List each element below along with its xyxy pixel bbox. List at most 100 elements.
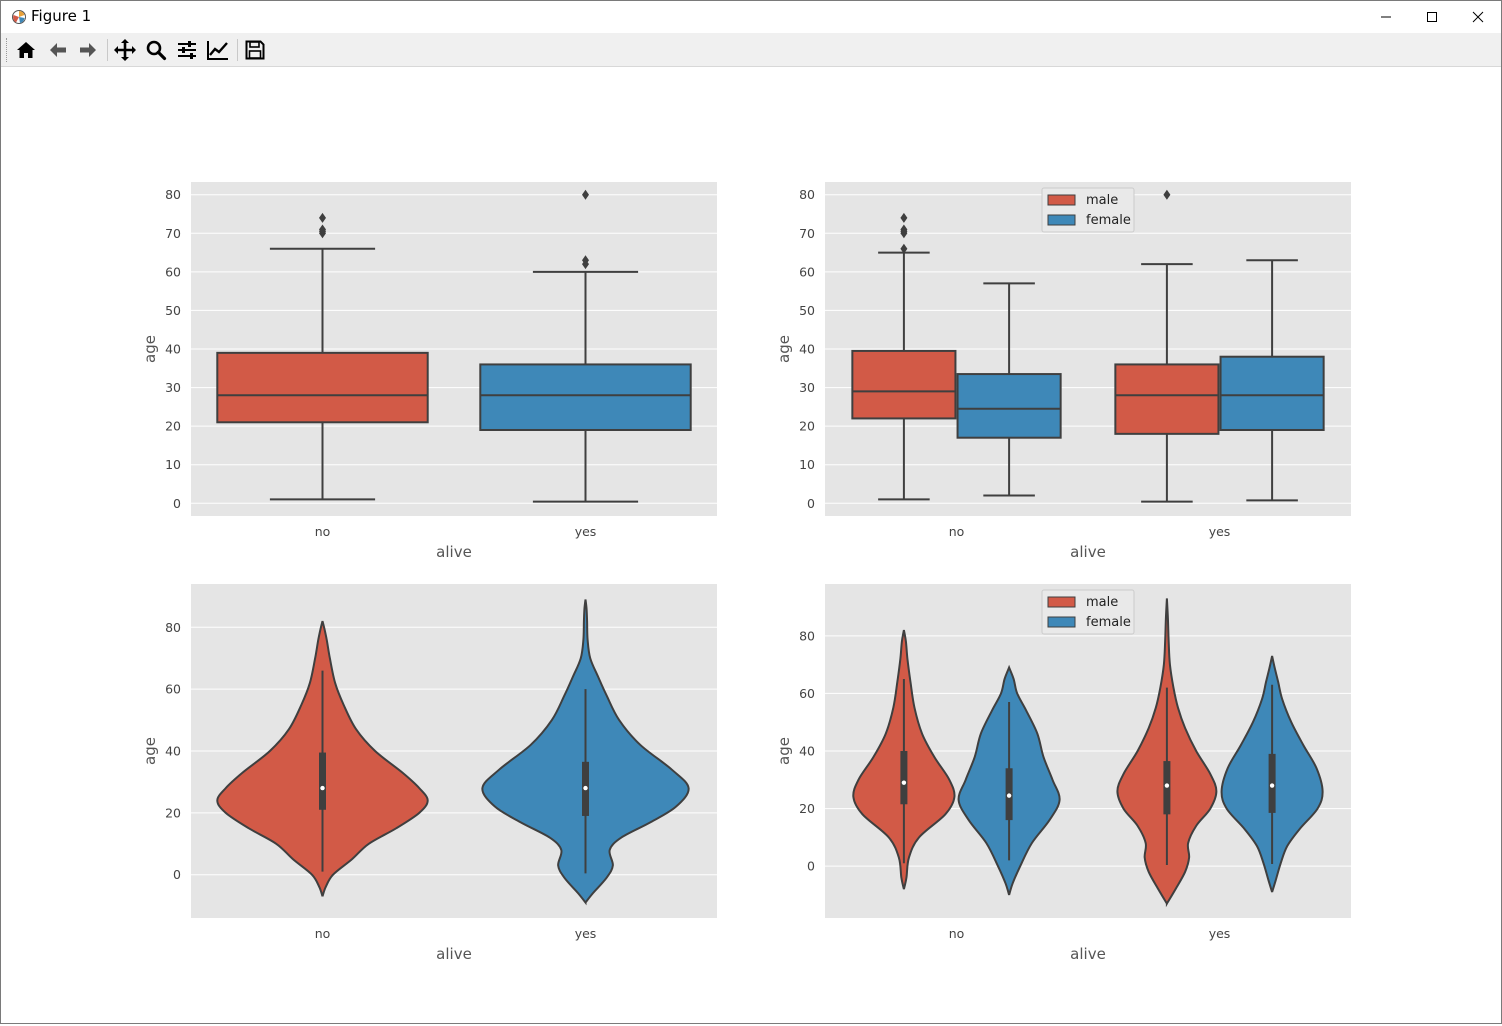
y-tick-label: 60 (165, 682, 181, 697)
pan-button[interactable] (112, 37, 138, 63)
legend-label-female: female (1086, 213, 1131, 228)
x-tick-label: yes (575, 926, 597, 941)
zoom-button[interactable] (143, 37, 169, 63)
violin-no (216, 620, 429, 897)
legend-swatch-male (1047, 194, 1076, 206)
outlier-point (900, 212, 908, 223)
violin-median-dot (583, 785, 588, 791)
figure-svg: 0 10 20 30 40 50 60 70 80 no yes alive age 0 10 20 30 40 5… (141, 182, 1351, 963)
y-tick-label: 0 (807, 496, 815, 511)
window-title: Figure 1 (31, 7, 92, 25)
save-icon (245, 40, 265, 60)
forward-icon (80, 43, 96, 57)
title-bar: Figure 1 (1, 1, 1501, 33)
home-icon (17, 42, 35, 58)
y-tick-label: 80 (799, 628, 815, 643)
box-female-yes (1219, 259, 1325, 502)
violin-female-yes (1220, 655, 1324, 893)
y-tick-label: 0 (807, 859, 815, 874)
violin-female-no (957, 664, 1061, 896)
x-axis-label: alive (436, 543, 472, 561)
y-axis-label: age (141, 335, 159, 363)
close-icon (1472, 11, 1484, 23)
minimize-icon (1381, 16, 1391, 18)
y-tick-label: 80 (165, 187, 181, 202)
y-axis-label: age (775, 335, 793, 363)
matplotlib-logo-icon (12, 10, 26, 24)
back-icon (50, 43, 66, 57)
violin-male-yes (1116, 598, 1218, 908)
y-tick-label: 20 (165, 419, 181, 434)
navigation-toolbar (1, 33, 1501, 67)
edit-axis-button[interactable] (205, 37, 231, 63)
y-tick-label: 80 (799, 187, 815, 202)
box-iqr (1219, 355, 1325, 431)
x-tick-label: yes (1209, 524, 1231, 539)
back-button[interactable] (45, 37, 71, 63)
violin-median-dot (1269, 783, 1275, 788)
y-tick-label: 30 (165, 380, 181, 395)
y-tick-label: 50 (165, 303, 181, 318)
box-male-no (851, 212, 957, 501)
legend: male female (1041, 187, 1135, 233)
outlier-point (319, 224, 326, 235)
y-tick-label: 20 (799, 419, 815, 434)
x-axis-label: alive (1070, 945, 1106, 963)
toolbar-separator (237, 39, 238, 61)
box-iqr (1114, 363, 1220, 435)
legend-swatch-female (1047, 616, 1076, 628)
x-tick-label: yes (1209, 926, 1231, 941)
maximize-icon (1427, 12, 1437, 22)
box-iqr (956, 373, 1062, 439)
x-tick-label: yes (575, 524, 597, 539)
y-tick-label: 70 (165, 226, 181, 241)
minimize-button[interactable] (1363, 1, 1409, 33)
y-tick-label: 10 (799, 457, 815, 472)
toolbar-grip (6, 38, 9, 62)
outlier-point (900, 243, 908, 254)
box-iqr (216, 351, 429, 424)
box-yes (479, 189, 692, 503)
violin-median-dot (320, 785, 325, 791)
home-button[interactable] (13, 37, 39, 63)
y-tick-label: 40 (799, 744, 815, 759)
y-tick-label: 0 (173, 496, 181, 511)
x-tick-label: no (315, 926, 331, 941)
y-tick-label: 60 (165, 264, 181, 279)
forward-button[interactable] (75, 37, 101, 63)
box-female-no (956, 282, 1062, 497)
y-tick-label: 80 (165, 620, 181, 635)
box-male-yes (1114, 189, 1220, 503)
zoom-icon (146, 40, 167, 61)
y-axis-label: age (141, 737, 159, 765)
outlier-point (1163, 189, 1171, 200)
y-tick-label: 60 (799, 264, 815, 279)
subplot-1: 0 10 20 30 40 50 60 70 80 no yes alive age (141, 182, 717, 561)
x-tick-label: no (949, 524, 965, 539)
legend: male female (1041, 589, 1135, 635)
y-tick-label: 60 (799, 686, 815, 701)
toolbar-separator (107, 39, 108, 61)
outlier-point (582, 255, 589, 266)
maximize-button[interactable] (1409, 1, 1455, 33)
legend-label-male: male (1086, 193, 1118, 208)
violin-iqr-bar (319, 752, 326, 810)
outlier-point (319, 212, 326, 223)
violin-median-dot (1164, 783, 1170, 788)
y-tick-label: 20 (165, 805, 181, 820)
x-axis-label: alive (1070, 543, 1106, 561)
outlier-point (900, 224, 908, 235)
pan-icon (114, 39, 136, 61)
configure-subplots-button[interactable] (174, 37, 200, 63)
violin-yes (481, 599, 690, 906)
figure-canvas[interactable]: 0 10 20 30 40 50 60 70 80 no yes alive age 0 10 20 30 40 5… (1, 67, 1501, 1022)
y-tick-label: 40 (799, 342, 815, 357)
save-button[interactable] (242, 37, 268, 63)
legend-swatch-female (1047, 214, 1076, 226)
x-tick-label: no (949, 926, 965, 941)
close-button[interactable] (1455, 1, 1501, 33)
y-tick-label: 70 (799, 226, 815, 241)
subplot-4: 0 20 40 60 80 no yes alive age male female (775, 584, 1351, 963)
y-axis-label: age (775, 737, 793, 765)
